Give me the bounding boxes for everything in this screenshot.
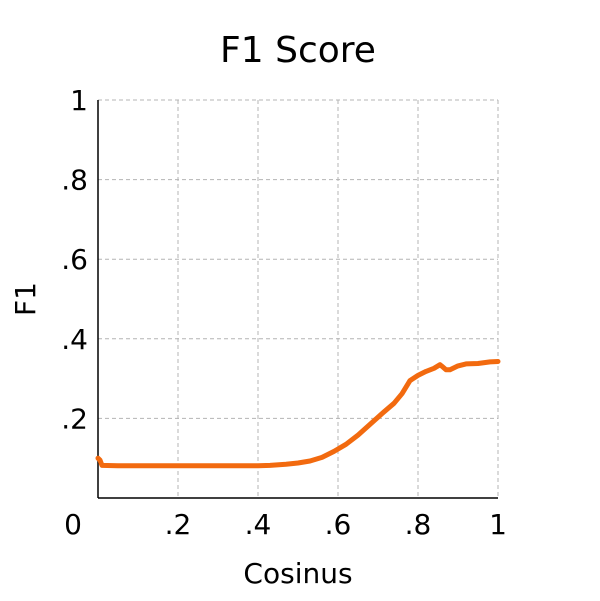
x-tick-label: .2 bbox=[165, 508, 192, 541]
y-tick-label: .4 bbox=[61, 323, 88, 356]
axes bbox=[97, 100, 498, 499]
y-tick-label: .2 bbox=[61, 402, 88, 435]
x-tick-label: .4 bbox=[245, 508, 272, 541]
chart-title: F1 Score bbox=[220, 30, 376, 71]
x-axis-label: Cosinus bbox=[243, 557, 352, 590]
x-tick-label: 0 bbox=[64, 508, 82, 541]
y-tick-label: .6 bbox=[61, 243, 88, 276]
f1-line bbox=[95, 359, 501, 469]
y-tick-label: .8 bbox=[61, 164, 88, 197]
y-axis-label: F1 bbox=[9, 282, 42, 316]
grid-lines bbox=[98, 99, 499, 498]
y-ticks: .2 .4 .6 .8 1 bbox=[61, 84, 88, 435]
x-ticks: 0 .2 .4 .6 .8 1 bbox=[64, 508, 507, 541]
x-tick-label: .8 bbox=[405, 508, 432, 541]
x-tick-label: .6 bbox=[325, 508, 352, 541]
y-tick-label: 1 bbox=[70, 84, 88, 117]
x-tick-label: 1 bbox=[489, 508, 507, 541]
